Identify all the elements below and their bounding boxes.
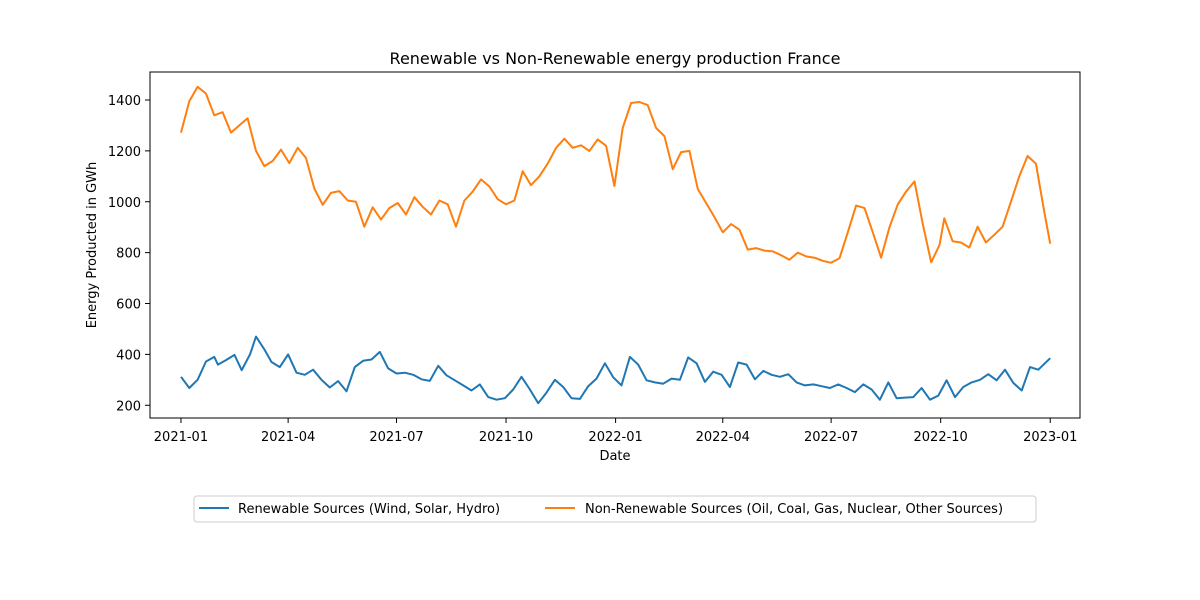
legend-label-non-renewable: Non-Renewable Sources (Oil, Coal, Gas, N… [585,502,1003,517]
series-lines [180,85,1052,405]
y-tick-label-1: 400 [116,348,141,363]
y-tick-label-3: 800 [116,247,141,262]
x-tick-label-3: 2021-10 [479,430,533,445]
y-tick-label-5: 1200 [108,145,141,160]
legend-label-renewable: Renewable Sources (Wind, Solar, Hydro) [238,502,500,517]
x-tick-label-5: 2022-04 [696,430,750,445]
legend: Renewable Sources (Wind, Solar, Hydro) N… [193,495,1037,523]
y-tick-label-4: 1000 [108,196,141,211]
x-tick-label-2: 2021-07 [369,430,423,445]
chart-title: Renewable vs Non-Renewable energy produc… [390,49,841,68]
legend-frame [193,495,1037,523]
y-axis: 200 400 600 800 1000 1200 1400 [108,94,150,414]
series-line-renewable [180,335,1051,405]
y-tick-label-2: 600 [116,298,141,313]
x-axis: 2021-01 2021-04 2021-07 2021-10 2022-01 2022-… [154,418,1077,445]
plot-area-frame [149,71,1081,419]
x-tick-label-6: 2022-07 [804,430,858,445]
x-axis-title: Date [599,449,630,464]
x-tick-label-7: 2022-10 [914,430,968,445]
x-tick-label-0: 2021-01 [154,430,208,445]
x-tick-label-1: 2021-04 [261,430,315,445]
y-tick-label-0: 200 [116,399,141,414]
series-line-non-renewable [180,85,1052,264]
x-tick-label-4: 2022-01 [588,430,642,445]
y-axis-title: Energy Producted in GWh [85,162,100,329]
y-tick-label-6: 1400 [108,94,141,109]
x-tick-label-8: 2023-01 [1023,430,1077,445]
